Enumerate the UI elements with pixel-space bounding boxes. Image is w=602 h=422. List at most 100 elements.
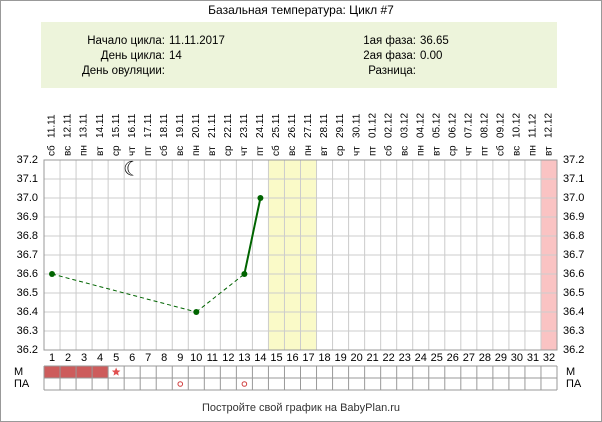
date-label: 23.11: [239, 113, 250, 138]
y2-tick-label: 36.4: [563, 306, 584, 318]
weekday-label: вт: [544, 146, 555, 156]
day-label: 9: [177, 352, 183, 364]
date-label: 15.11: [111, 113, 122, 138]
weekday-label: ср: [111, 145, 122, 156]
y-tick-label: 36.8: [17, 230, 38, 242]
date-label: 12.11: [63, 113, 74, 138]
day-label: 19: [334, 352, 346, 364]
weekday-label: пт: [367, 146, 378, 156]
date-label: 26.11: [287, 113, 298, 138]
date-label: 03.12: [399, 113, 410, 138]
info-value: 11.11.2017: [169, 35, 225, 47]
day-label: 16: [286, 352, 298, 364]
day-label: 31: [527, 352, 539, 364]
info-label: День овуляции:: [82, 65, 165, 77]
day-label: 4: [97, 352, 103, 364]
date-label: 24.11: [255, 113, 266, 138]
date-label: 19.11: [175, 113, 186, 138]
weekday-label: пн: [528, 145, 539, 156]
day-label: 3: [81, 352, 87, 364]
day-label: 13: [238, 352, 250, 364]
date-label: 14.11: [95, 113, 106, 138]
day-label: 7: [145, 352, 151, 364]
chart-title: Базальная температура: Цикл #7: [208, 3, 394, 17]
weekday-label: пн: [79, 145, 90, 156]
weekday-label: пт: [255, 146, 266, 156]
weekday-label: ср: [223, 145, 234, 156]
day-label: 12: [222, 352, 234, 364]
weekday-label: ср: [335, 145, 346, 156]
footer: Постройте свой график на BabyPlan.ru: [202, 402, 400, 414]
day-label: 30: [511, 352, 523, 364]
day-label: 10: [190, 352, 202, 364]
spotting-mark: [111, 367, 121, 376]
date-label: 12.12: [544, 113, 555, 138]
menstruation-cell: [60, 366, 77, 378]
date-label: 16.11: [127, 113, 138, 138]
date-label: 25.11: [271, 113, 282, 138]
date-label: 13.11: [79, 113, 90, 138]
row-label-right: М: [566, 366, 575, 378]
weekday-label: пт: [480, 146, 491, 156]
info-label: Начало цикла:: [87, 35, 165, 47]
intercourse-mark: [241, 381, 248, 387]
line-segment: [51, 273, 197, 313]
plot-border: [43, 159, 558, 351]
y2-tick-label: 36.3: [563, 325, 584, 337]
data-point: [257, 195, 264, 201]
day-label: 6: [129, 352, 135, 364]
weekday-label: чт: [239, 146, 250, 156]
day-label: 18: [318, 352, 330, 364]
y2-tick-label: 36.7: [563, 249, 584, 261]
weekday-label: вт: [95, 146, 106, 156]
weekday-label: сб: [270, 145, 282, 156]
y-tick-label: 36.4: [17, 306, 38, 318]
row-label-right: ПА: [566, 378, 582, 390]
y-tick-label: 37.1: [17, 173, 38, 185]
info-label: 2ая фаза:: [363, 50, 416, 62]
date-label: 08.12: [480, 113, 491, 138]
date-label: 29.11: [335, 113, 346, 138]
weekday-label: чт: [463, 146, 474, 156]
date-label: 18.11: [159, 113, 170, 138]
day-label: 22: [383, 352, 395, 364]
y-tick-label: 36.5: [17, 287, 38, 299]
weekday-label: вс: [63, 146, 74, 156]
day-label: 21: [367, 352, 379, 364]
date-label: 04.12: [415, 113, 426, 138]
intercourse-mark: [177, 381, 184, 387]
y2-tick-label: 36.6: [563, 268, 584, 280]
info-label: Разница:: [368, 65, 416, 77]
day-label: 14: [254, 352, 266, 364]
weekday-label: пн: [303, 145, 314, 156]
date-label: 30.11: [351, 113, 362, 138]
weekday-label: сб: [46, 145, 58, 156]
data-point: [49, 271, 56, 277]
y-tick-label: 36.2: [17, 344, 38, 356]
weekday-label: чт: [127, 146, 138, 156]
date-label: 09.12: [496, 113, 507, 138]
data-point: [241, 271, 248, 277]
y-tick-label: 36.9: [17, 211, 38, 223]
date-label: 02.12: [383, 113, 394, 138]
menstruation-cell: [92, 366, 109, 378]
y-tick-label: 37.0: [17, 192, 38, 204]
info-label: 1ая фаза:: [363, 35, 416, 47]
weekday-label: ср: [447, 145, 458, 156]
y2-tick-label: 37.1: [563, 173, 584, 185]
line-segment: [195, 273, 245, 313]
date-label: 11.12: [528, 113, 539, 138]
date-label: 06.12: [447, 113, 458, 138]
info-label: День цикла:: [101, 50, 165, 62]
y-tick-label: 37.2: [17, 154, 38, 166]
day-label: 24: [415, 352, 427, 364]
date-label: 27.11: [303, 113, 314, 138]
weekday-label: пн: [415, 145, 426, 156]
day-label: 23: [399, 352, 411, 364]
y2-tick-label: 36.8: [563, 230, 584, 242]
date-label: 22.11: [223, 113, 234, 138]
weekday-label: чт: [351, 146, 362, 156]
weekday-label: пн: [191, 145, 202, 156]
day-label: 29: [495, 352, 507, 364]
